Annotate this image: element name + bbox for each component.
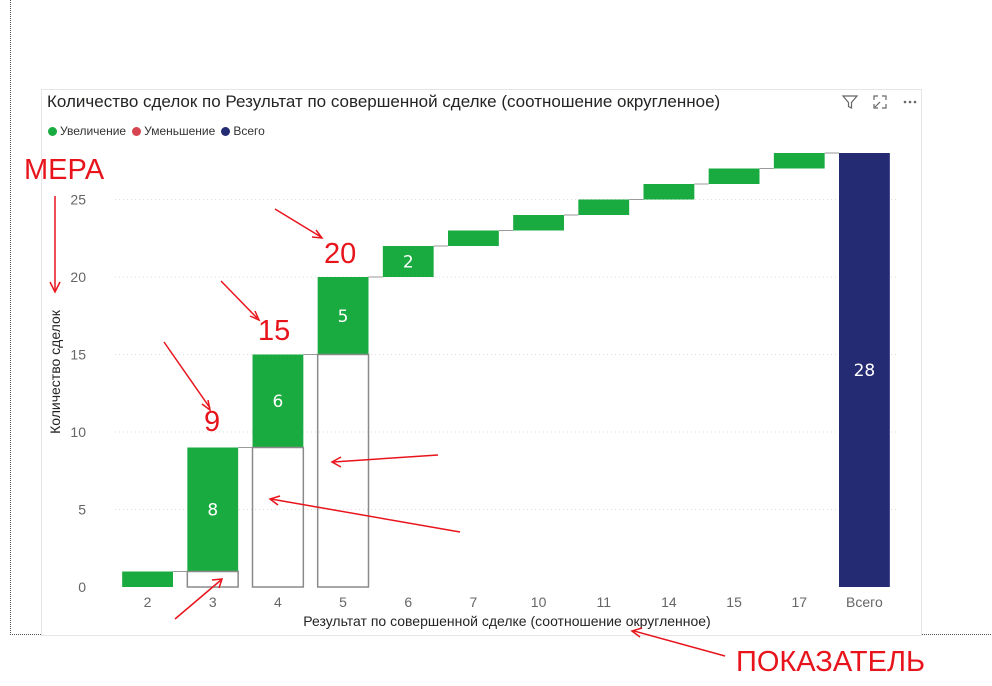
x-tick-label: 15 <box>726 594 742 610</box>
legend-item-increase[interactable]: Увеличение <box>48 124 126 138</box>
legend-label: Увеличение <box>60 124 127 138</box>
visual-header-icons <box>841 94 918 110</box>
x-tick-label: 2 <box>144 594 152 610</box>
annotation-label-15: 15 <box>258 315 291 347</box>
focus-mode-icon[interactable] <box>872 94 888 110</box>
y-tick-label: 25 <box>70 192 86 208</box>
y-axis-title: Количество сделок <box>47 309 63 434</box>
annotation-arrowhead <box>201 399 212 412</box>
x-axis-title: Результат по совершенной сделке (соотнош… <box>303 613 710 629</box>
waterfall-bar <box>382 246 434 277</box>
annotation-mera: МЕРА <box>24 154 105 186</box>
data-label: 28 <box>854 361 876 381</box>
x-tick-label: 6 <box>404 594 412 610</box>
x-tick-label: 7 <box>470 594 478 610</box>
x-tick-label: 10 <box>531 594 547 610</box>
annotation-arrow <box>163 341 211 409</box>
waterfall-bar <box>708 168 760 184</box>
x-tick-label: 11 <box>596 594 611 610</box>
annotation-outline <box>251 446 305 588</box>
x-axis-ticks: 2 3 4 5 6 7 10 11 14 15 17 Всего <box>144 594 883 610</box>
annotation-label-20: 20 <box>324 238 357 270</box>
y-tick-label: 5 <box>78 502 86 518</box>
y-tick-label: 15 <box>70 347 86 363</box>
waterfall-bar <box>122 571 173 587</box>
annotation-arrows <box>49 196 726 657</box>
x-tick-label: 5 <box>339 594 347 610</box>
x-tick-label: 3 <box>209 594 217 610</box>
legend-label: Уменьшение <box>144 124 216 138</box>
legend-item-total[interactable]: Всего <box>221 124 265 138</box>
waterfall-bar <box>252 354 304 448</box>
chart-title: Количество сделок по Результат по соверш… <box>47 92 721 111</box>
annotation-arrowhead <box>49 281 61 294</box>
y-axis-ticks: 0 5 10 15 20 25 <box>70 192 86 596</box>
more-options-icon[interactable] <box>902 94 918 110</box>
annotation-pokazatel: ПОКАЗАТЕЛЬ <box>736 646 926 678</box>
chart-legend: Увеличение Уменьшение Всего <box>48 124 265 138</box>
waterfall-bar <box>643 184 695 200</box>
data-label: 2 <box>403 253 414 273</box>
waterfall-bar <box>578 199 630 215</box>
annotation-arrow <box>220 280 258 319</box>
data-label: 8 <box>207 501 218 521</box>
annotation-arrow <box>274 208 322 238</box>
annotation-arrow <box>633 630 726 657</box>
legend-item-decrease[interactable]: Уменьшение <box>132 124 215 138</box>
waterfall-bar <box>187 447 239 572</box>
waterfall-bar <box>773 153 825 169</box>
y-tick-label: 20 <box>70 269 86 285</box>
legend-dot-decrease <box>132 126 142 136</box>
x-tick-label: 17 <box>791 594 807 610</box>
waterfall-bar <box>839 153 890 587</box>
legend-dot-total <box>221 126 231 136</box>
data-label: 5 <box>338 307 349 327</box>
annotation-outline <box>316 353 370 588</box>
y-tick-label: 0 <box>78 579 86 595</box>
x-tick-label: 4 <box>274 594 282 610</box>
filter-icon[interactable] <box>841 94 859 110</box>
waterfall-bar <box>448 230 499 246</box>
data-label: 6 <box>273 392 284 412</box>
x-tick-label: Всего <box>846 594 883 610</box>
annotation-arrowhead <box>330 456 342 468</box>
annotation-arrowhead <box>211 578 224 589</box>
legend-dot-increase <box>48 126 57 136</box>
y-tick-label: 10 <box>70 424 86 440</box>
annotation-arrowhead <box>630 627 643 638</box>
x-tick-label: 14 <box>661 594 677 610</box>
annotation-arrowhead <box>249 310 261 322</box>
waterfall-bar <box>317 277 369 355</box>
legend-label: Всего <box>233 124 265 138</box>
annotation-arrowhead <box>311 229 324 239</box>
bars: 8 6 5 2 28 <box>122 152 890 588</box>
annotation-arrow <box>332 454 439 463</box>
annotation-arrow <box>174 579 222 620</box>
annotation-arrowhead <box>268 495 281 506</box>
annotation-arrow <box>270 498 461 533</box>
waterfall-bar <box>513 215 564 231</box>
annotation-label-9: 9 <box>204 406 221 438</box>
